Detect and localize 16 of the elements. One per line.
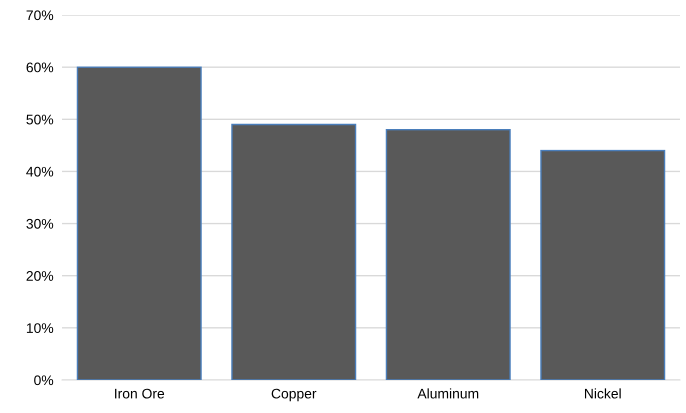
y-tick-label: 40% [26,166,54,177]
x-tick-label: Copper [272,388,316,402]
x-tick-label: Aluminum [417,388,478,399]
bar [231,124,356,380]
y-tick-label: 60% [26,62,54,72]
y-tick-label: 20% [26,271,54,281]
bar [76,66,202,380]
y-tick-label: 50% [26,114,54,124]
bar [540,150,666,380]
bar [386,129,511,380]
y-tick-label: 0% [34,375,54,386]
y-tick-label: 30% [26,218,54,229]
y-tick-label: 70% [26,10,54,20]
y-tick-label: 10% [26,323,54,334]
x-tick-label: Iron Ore [115,388,164,399]
x-tick-label: Nickel [584,388,621,399]
